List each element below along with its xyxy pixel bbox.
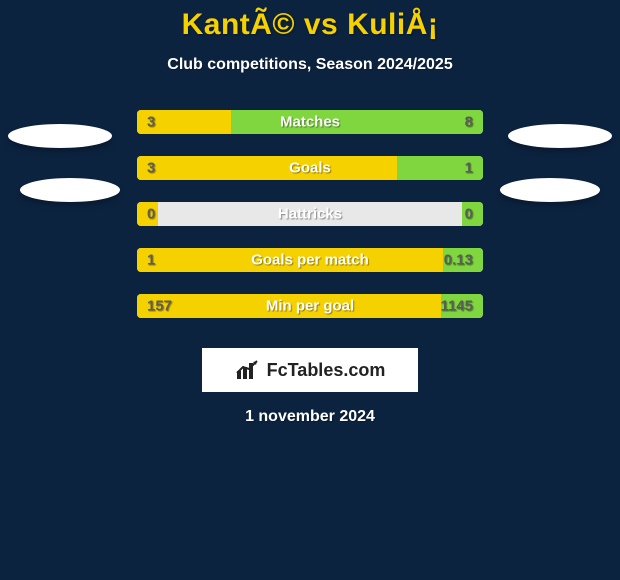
value-right: 0: [465, 206, 473, 223]
value-right: 8: [465, 114, 473, 131]
value-left: 3: [147, 160, 155, 177]
metric-row: 157 1145 Min per goal: [0, 294, 620, 340]
metric-bar: 3 1 Goals: [137, 156, 483, 180]
metric-label: Matches: [280, 114, 340, 131]
metric-label: Goals: [289, 160, 331, 177]
metric-bar: 3 8 Matches: [137, 110, 483, 134]
comparison-rows: 3 8 Matches 3 1 Goals 0 0 Hattricks 1 0.13 Goals pe…: [0, 110, 620, 340]
metric-bar: 1 0.13 Goals per match: [137, 248, 483, 272]
footer-date: 1 november 2024: [245, 408, 375, 426]
metric-row: 3 8 Matches: [0, 110, 620, 156]
bar-left: [137, 156, 397, 180]
value-right: 0.13: [444, 252, 473, 269]
branding-badge: FcTables.com: [202, 348, 418, 392]
metric-label: Hattricks: [278, 206, 342, 223]
page-title: KantÃ© vs KuliÅ¡: [182, 8, 439, 42]
value-left: 1: [147, 252, 155, 269]
value-right: 1145: [440, 298, 473, 315]
subtitle: Club competitions, Season 2024/2025: [167, 56, 452, 74]
metric-row: 0 0 Hattricks: [0, 202, 620, 248]
value-left: 157: [147, 298, 172, 315]
branding-text: FcTables.com: [267, 360, 386, 381]
metric-label: Min per goal: [266, 298, 354, 315]
metric-bar: 0 0 Hattricks: [137, 202, 483, 226]
value-left: 3: [147, 114, 155, 131]
value-left: 0: [147, 206, 155, 223]
metric-label: Goals per match: [251, 252, 369, 269]
metric-bar: 157 1145 Min per goal: [137, 294, 483, 318]
content: KantÃ© vs KuliÅ¡ Club competitions, Seas…: [0, 0, 620, 426]
metric-row: 3 1 Goals: [0, 156, 620, 202]
value-right: 1: [465, 160, 473, 177]
metric-row: 1 0.13 Goals per match: [0, 248, 620, 294]
bar-right: [231, 110, 483, 134]
chart-icon: [235, 359, 261, 381]
